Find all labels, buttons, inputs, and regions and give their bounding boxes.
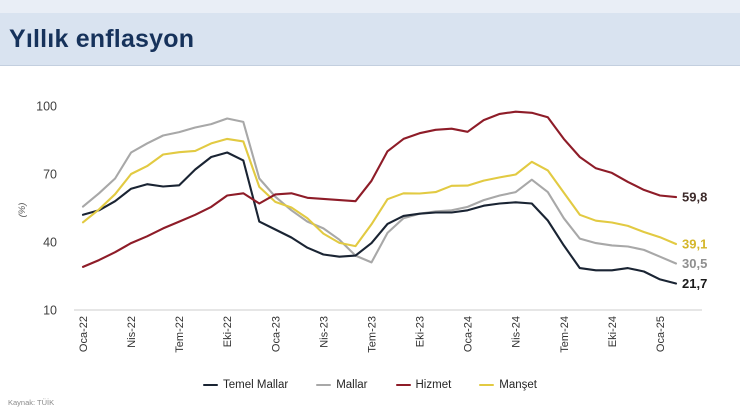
legend-swatch bbox=[479, 383, 495, 387]
end-label-mallar: 30,5 bbox=[682, 256, 707, 271]
x-tick-label: Nis-24 bbox=[511, 316, 523, 348]
x-tick-label: Tem-23 bbox=[367, 316, 379, 353]
legend-item-manşet: Manşet bbox=[479, 379, 537, 391]
y-tick-label: 10 bbox=[43, 304, 57, 318]
page-title: Yıllık enflasyon bbox=[9, 24, 195, 53]
x-tick-label: Oca-22 bbox=[78, 316, 90, 352]
header-band: Yıllık enflasyon bbox=[0, 13, 740, 66]
legend-label: Temel Mallar bbox=[223, 379, 289, 391]
legend-swatch bbox=[203, 383, 218, 387]
x-tick-label: Tem-22 bbox=[174, 316, 186, 353]
series-line-mallar bbox=[81, 117, 678, 265]
legend-swatch bbox=[395, 383, 411, 387]
end-label-hizmet: 59,8 bbox=[682, 190, 707, 205]
y-axis-title: (%) bbox=[17, 203, 28, 218]
x-tick-label: Nis-23 bbox=[318, 316, 330, 348]
chart-legend: Temel Mallar Mallar Hizmet Manşet bbox=[0, 375, 740, 395]
legend-item-mallar: Mallar bbox=[316, 379, 368, 391]
source-note: Kaynak: TÜİK bbox=[8, 398, 55, 407]
legend-swatch bbox=[316, 383, 332, 387]
series-line-hizmet bbox=[81, 110, 678, 268]
legend-label: Hizmet bbox=[415, 379, 452, 391]
legend-label: Manşet bbox=[499, 379, 537, 391]
y-tick-label: 100 bbox=[36, 100, 57, 114]
x-tick-label: Eki-23 bbox=[415, 316, 427, 347]
series-line-temel-mallar bbox=[81, 151, 678, 285]
end-label-temel-mallar: 21,7 bbox=[682, 276, 707, 291]
end-label-manşet: 39,1 bbox=[682, 237, 707, 252]
x-tick-label: Eki-24 bbox=[607, 316, 619, 347]
legend-label: Mallar bbox=[336, 379, 368, 391]
x-tick-label: Oca-25 bbox=[655, 316, 667, 352]
x-tick-label: Eki-22 bbox=[222, 316, 234, 347]
x-tick-label: Oca-23 bbox=[270, 316, 282, 352]
x-tick-label: Nis-22 bbox=[126, 316, 138, 348]
top-strip bbox=[0, 0, 740, 13]
y-tick-label: 70 bbox=[43, 168, 57, 182]
x-tick-label: Tem-24 bbox=[559, 316, 571, 353]
series-line-manşet bbox=[81, 137, 678, 248]
legend-item-temel-mallar: Temel Mallar bbox=[203, 379, 288, 391]
legend-item-hizmet: Hizmet bbox=[395, 379, 452, 391]
x-tick-label: Oca-24 bbox=[463, 316, 475, 352]
y-tick-label: 40 bbox=[43, 236, 57, 250]
